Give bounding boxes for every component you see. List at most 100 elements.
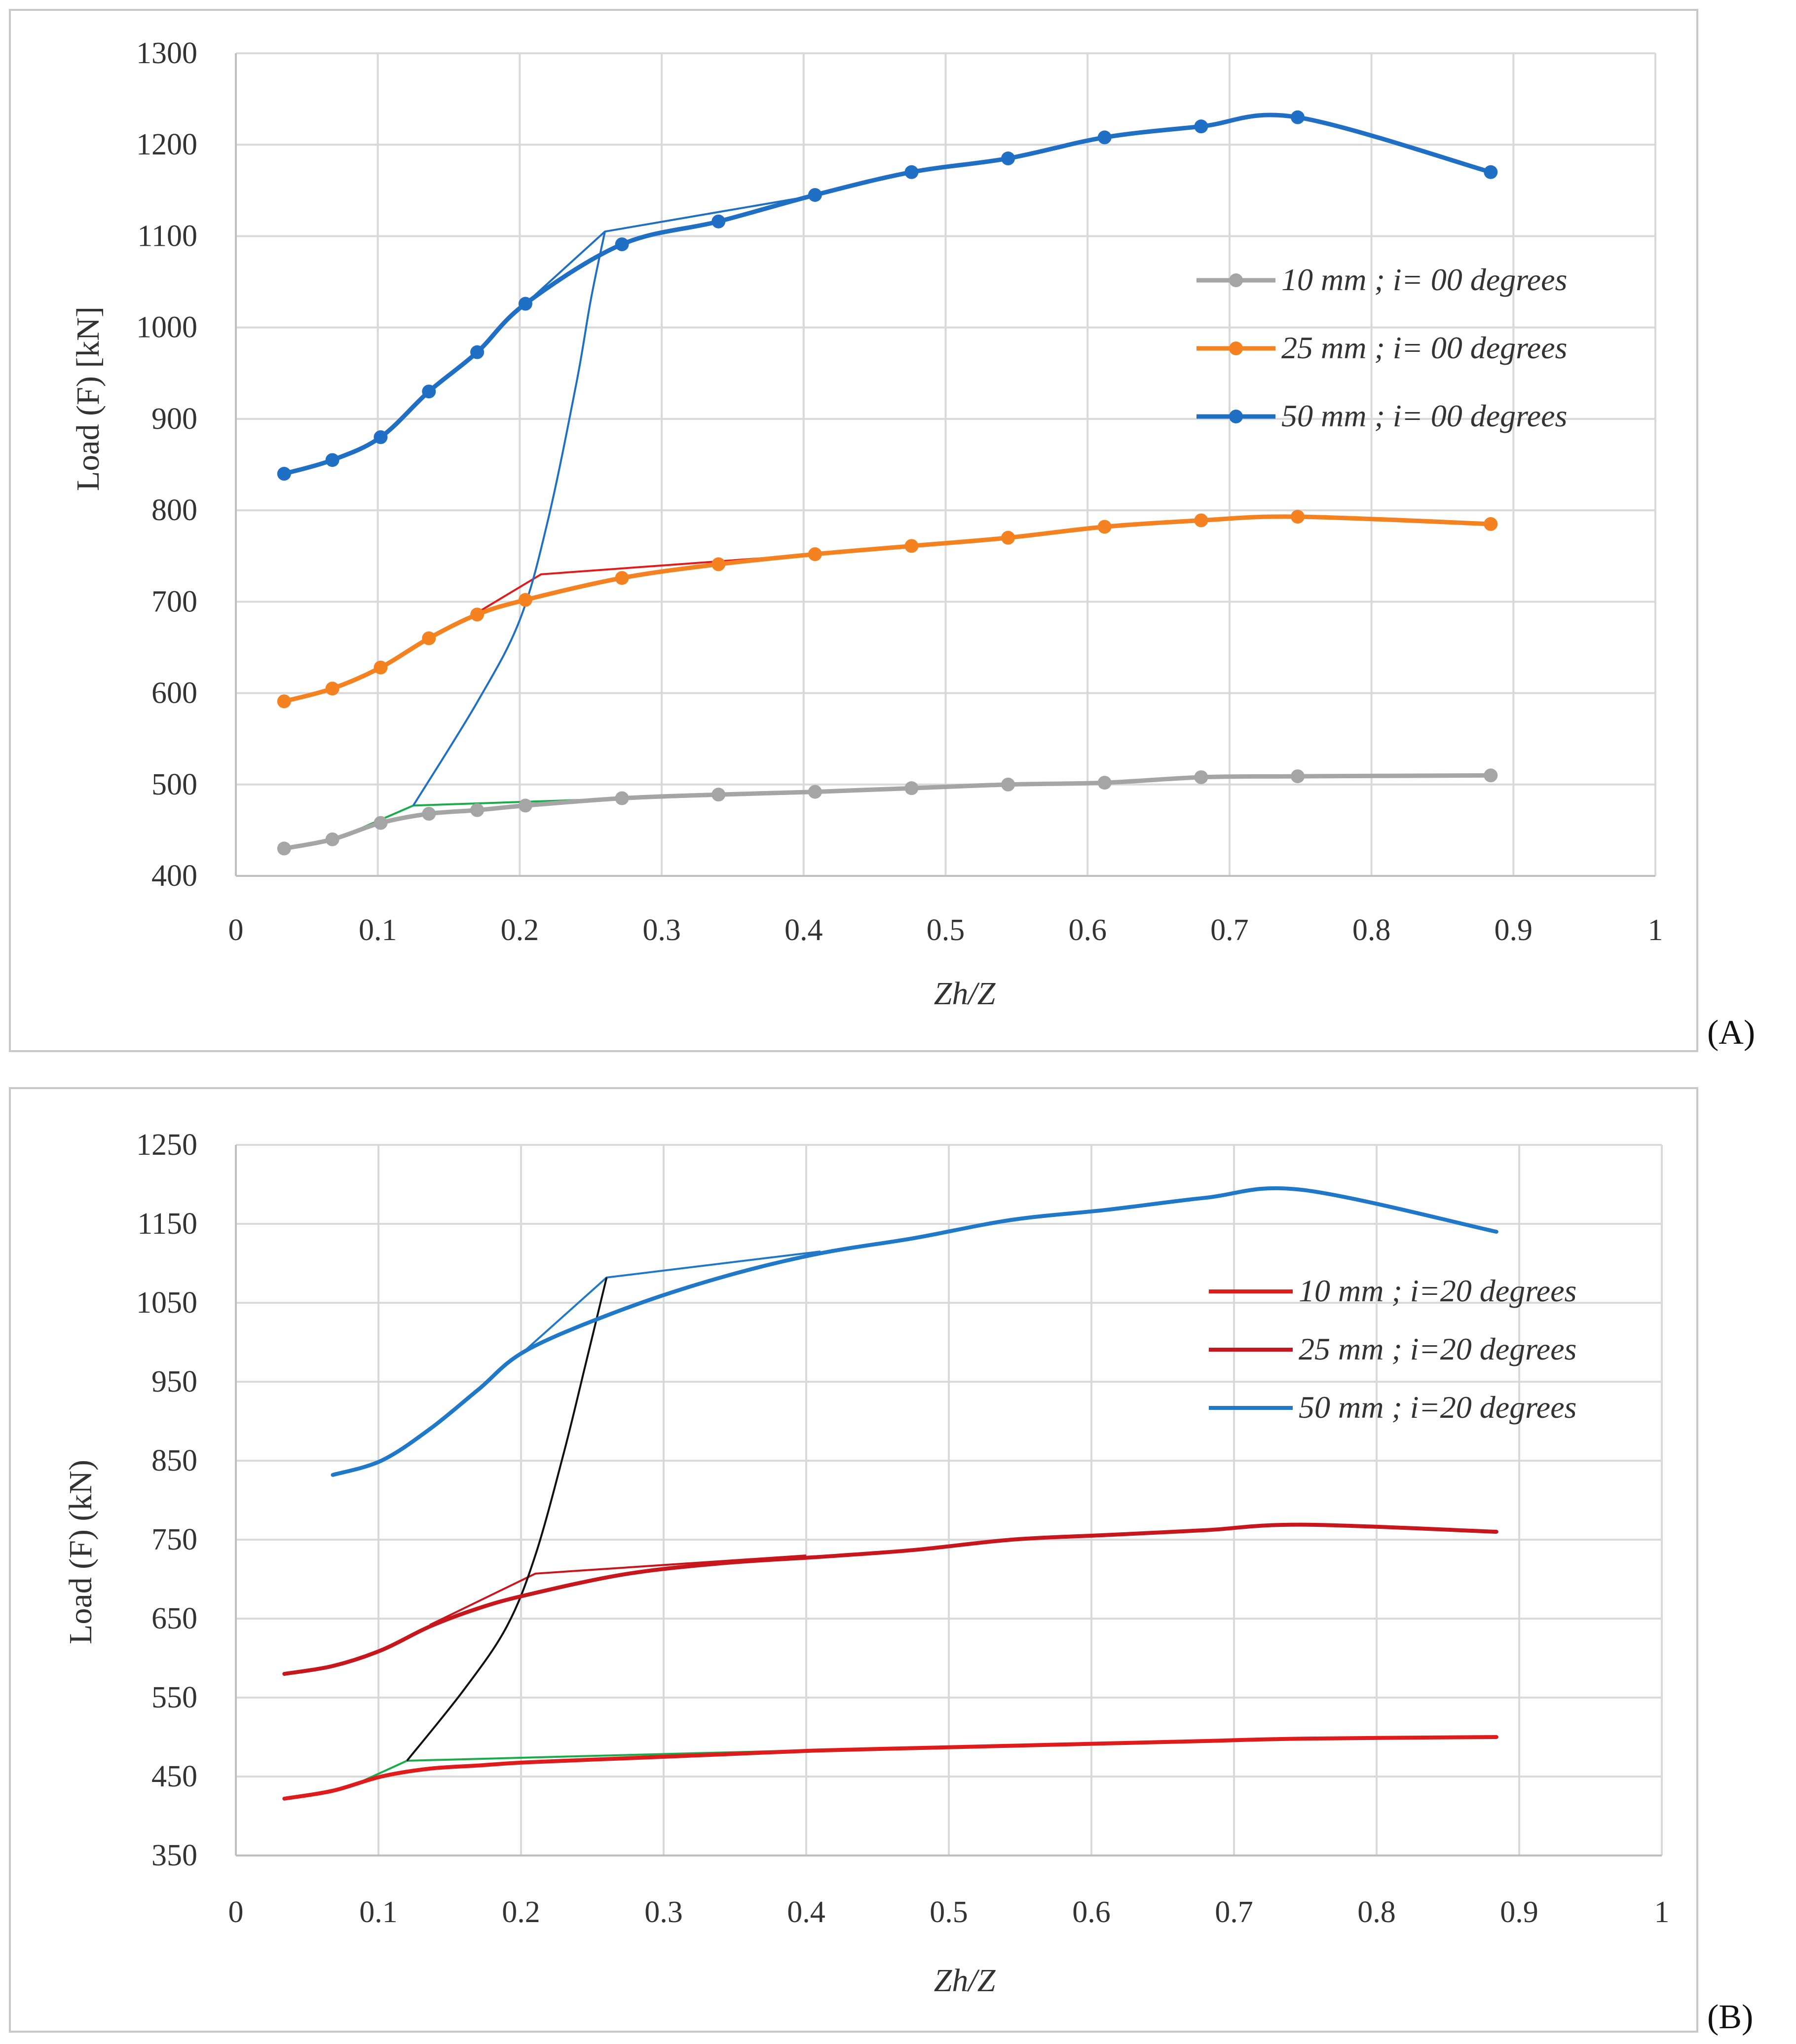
panel-b-x-tick-label: 0.7 (1215, 1895, 1253, 1929)
panel-a-series-3-point (711, 214, 726, 228)
panel-a-series (277, 110, 1498, 856)
panel-a-x-tick-label: 0.6 (1068, 913, 1107, 947)
panel-a-series-1-point (1484, 768, 1498, 783)
panel-a-series-3-point (470, 345, 485, 359)
panel-a-x-tick-label: 0.3 (642, 913, 681, 947)
panel-a-series-2-point (1001, 530, 1015, 545)
panel-a-y-axis-title: Load (F) [kN] (70, 306, 106, 491)
panel-a-series-2-point (518, 593, 532, 607)
panel-a-series-1-point (518, 798, 532, 813)
panel-b-x-tick-label: 0.4 (787, 1895, 825, 1929)
panel-b-series (282, 1186, 1498, 1801)
panel-a-x-tick-label: 0.2 (501, 913, 539, 947)
panel-a-legend: 10 mm ; i= 00 degrees 25 mm ; i= 00 degre… (1197, 262, 1567, 433)
panel-a-series-3-point (808, 188, 822, 202)
panel-b-x-tick-label: 0.5 (930, 1895, 968, 1929)
panel-a-legend-marker (1229, 410, 1243, 423)
panel-b-y-tick-label: 650 (151, 1602, 197, 1635)
panel-b-legend-label: 50 mm ; i=20 degrees (1299, 1390, 1576, 1425)
panel-a-series-3-point (277, 467, 291, 481)
panel-b-legend: 10 mm ; i=20 degrees 25 mm ; i=20 degrees… (1209, 1273, 1576, 1425)
panel-a-x-tick-label: 0.9 (1495, 913, 1533, 947)
panel-a-y-tick-label: 1100 (137, 219, 197, 253)
panel-a-x-tick-label: 0.1 (359, 913, 397, 947)
panel-b-series-line-3 (331, 1186, 1498, 1477)
panel-a-series-3-point (374, 430, 388, 444)
panel-a-series-1-point (808, 785, 822, 799)
panel-a-series-2-point (904, 539, 919, 553)
panel-a-series-1-point (277, 841, 291, 856)
panel-b-x-tick-label: 0.8 (1357, 1895, 1396, 1929)
panel-b-y-tick-label: 1050 (136, 1286, 197, 1320)
panel-a-series-3-point (1097, 130, 1112, 145)
panel-a-series-2-point (1194, 513, 1208, 528)
panel-a-series-1-point (904, 781, 919, 795)
panel-a-series-1-point (470, 803, 485, 817)
panel-a-series-2-point (422, 631, 436, 645)
panel-a-legend-marker (1229, 341, 1243, 355)
panel-a-x-tick-label: 0.8 (1352, 913, 1391, 947)
panel-b-legend-label: 10 mm ; i=20 degrees (1299, 1273, 1576, 1308)
panel-a-x-axis-title: Zh/Z (934, 976, 996, 1012)
panel-a-series-3-point (904, 165, 919, 179)
panel-a-series-1-point (711, 788, 726, 802)
panel-b-axes: 0 0.1 0.2 0.3 0.4 0.5 0.6 0.7 0.8 0.9 1 350 450 550 65… (136, 1128, 1670, 1929)
panel-a-legend-label: 25 mm ; i= 00 degrees (1281, 330, 1567, 365)
panel-b-y-tick-label: 350 (151, 1839, 197, 1872)
panel-a-label: (A) (1707, 1014, 1755, 1052)
panel-a-gridlines (236, 52, 1656, 876)
panel-a-series-3-point (518, 297, 532, 311)
panel-b-y-tick-label: 750 (151, 1523, 197, 1556)
panel-a-series-2-point (325, 681, 339, 696)
panel-b-y-axis-title: Load (F) (kN) (63, 1460, 99, 1644)
panel-a-series-1-point (1001, 777, 1015, 792)
panel-a-series-3-point (615, 237, 629, 252)
panel-b-x-axis-title: Zh/Z (934, 1963, 996, 1999)
panel-a-series-1-point (374, 816, 388, 830)
panel-b-frame (9, 1087, 1698, 2033)
panel-a-y-tick-label: 400 (151, 859, 197, 893)
panel-b-transition-curve (406, 1277, 608, 1762)
panel-a-series-2-point (615, 571, 629, 585)
panel-a-y-tick-label: 1300 (136, 37, 197, 70)
panel-b-series-line-1 (282, 1735, 1498, 1801)
panel-b-x-tick-label: 0.3 (644, 1895, 683, 1929)
panel-a-series-3-point (422, 384, 436, 399)
panel-a-series-3-point (325, 453, 339, 467)
panel-a-series-3-point (1290, 110, 1305, 124)
panel-a-x-tick-label: 0.7 (1210, 913, 1249, 947)
panel-b-x-tick-label: 0.6 (1072, 1895, 1111, 1929)
panel-a-series-1-point (1194, 770, 1208, 784)
panel-b-x-tick-label: 0.9 (1500, 1895, 1538, 1929)
panel-b-y-tick-label: 1150 (137, 1207, 197, 1241)
panel-a-y-tick-label: 500 (151, 768, 197, 801)
chart-panel-a: 0 0.1 0.2 0.3 0.4 0.5 0.6 0.7 0.8 0.9 1 400 500 600 70… (9, 9, 1755, 1052)
panel-a-series-2-point (1484, 517, 1498, 531)
panel-a-y-tick-label: 1000 (136, 311, 197, 344)
panel-b-y-tick-label: 450 (151, 1760, 197, 1793)
panel-a-y-tick-label: 800 (151, 493, 197, 527)
panel-b-gridlines (236, 1144, 1663, 1855)
panel-b-x-tick-label: 0.2 (502, 1895, 540, 1929)
panel-a-transition-curve (412, 231, 606, 806)
panel-a-series-2-point (470, 607, 485, 622)
chart-panel-b: 0 0.1 0.2 0.3 0.4 0.5 0.6 0.7 0.8 0.9 1 350 450 550 65… (9, 1087, 1753, 2036)
panel-a-x-tick-label: 0.5 (927, 913, 965, 947)
panel-a-frame (9, 9, 1698, 1052)
panel-b-y-tick-label: 1250 (136, 1128, 197, 1162)
panel-b-y-tick-label: 850 (151, 1444, 197, 1477)
panel-b-y-tick-label: 550 (151, 1681, 197, 1714)
panel-a-series-1-point (325, 832, 339, 846)
panel-a-series-2-point (711, 557, 726, 571)
panel-a-series-3-point (1484, 165, 1498, 179)
panel-b-x-tick-label: 0 (228, 1895, 244, 1929)
panel-a-legend-label: 50 mm ; i= 00 degrees (1281, 398, 1567, 433)
panel-b-series-line-2 (282, 1522, 1498, 1676)
panel-a-series-2-point (374, 660, 388, 675)
panel-a-series-1-point (1097, 776, 1112, 790)
panel-a-y-tick-label: 700 (151, 585, 197, 618)
panel-b-legend-label: 25 mm ; i=20 degrees (1299, 1331, 1576, 1366)
panel-a-series-3-point (1001, 151, 1015, 166)
panel-a-series-1-point (615, 791, 629, 805)
